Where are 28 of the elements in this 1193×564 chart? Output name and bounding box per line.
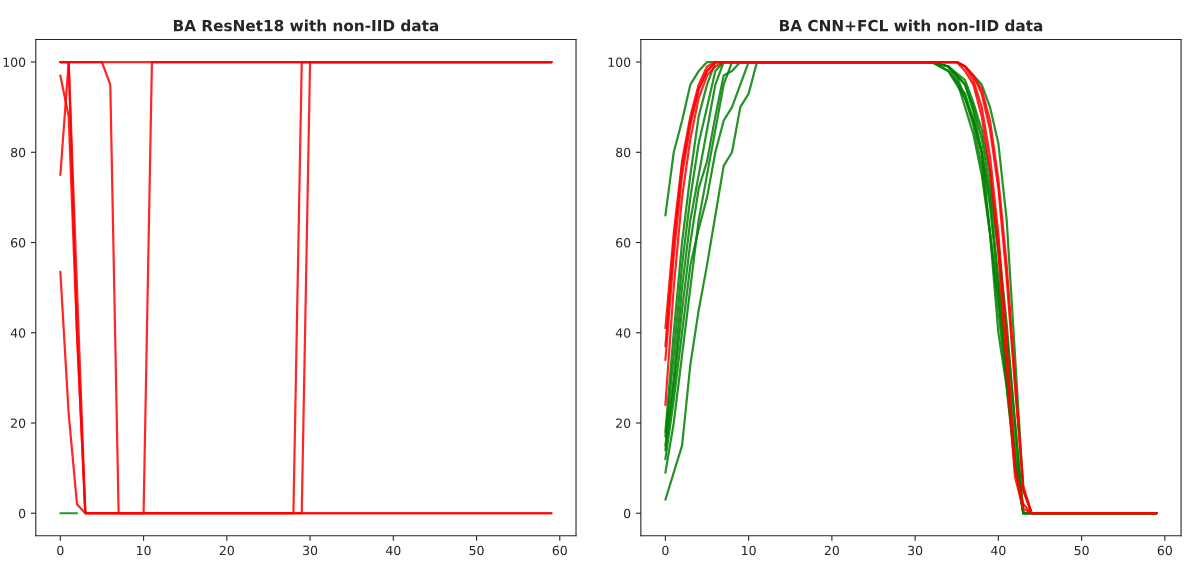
x-tick-label: 10 [137, 545, 151, 556]
x-tick-label: 20 [824, 545, 839, 556]
y-tick-label: 40 [615, 328, 631, 338]
x-tick-label: 20 [219, 545, 234, 556]
y-tick-label: 20 [616, 418, 631, 428]
chart-title: BA CNN+FCL with non-IID data [779, 19, 1043, 32]
y-tick-label: 80 [11, 147, 26, 158]
y-tick-label: 60 [616, 237, 631, 248]
x-tick-label: 30 [908, 545, 923, 556]
y-tick-label: 20 [11, 418, 26, 428]
y-tick-label: 100 [3, 57, 26, 67]
x-tick-label: 40 [385, 545, 401, 556]
x-tick-label: 30 [303, 545, 318, 556]
x-tick-label: 50 [469, 545, 484, 556]
y-tick-label: 0 [623, 508, 631, 519]
chart-title: BA ResNet18 with non-IID data [173, 19, 439, 32]
y-tick-label: 40 [10, 328, 26, 338]
x-tick-label: 0 [662, 545, 669, 556]
x-tick-label: 60 [1157, 545, 1172, 556]
y-tick-label: 100 [608, 57, 631, 67]
x-tick-label: 10 [742, 545, 756, 556]
y-tick-label: 0 [18, 508, 26, 519]
y-tick-label: 60 [11, 237, 26, 248]
x-tick-label: 50 [1074, 545, 1089, 556]
x-tick-label: 40 [991, 545, 1006, 556]
x-tick-label: 0 [57, 545, 64, 556]
y-tick-label: 80 [616, 147, 631, 158]
x-tick-label: 60 [552, 545, 567, 556]
